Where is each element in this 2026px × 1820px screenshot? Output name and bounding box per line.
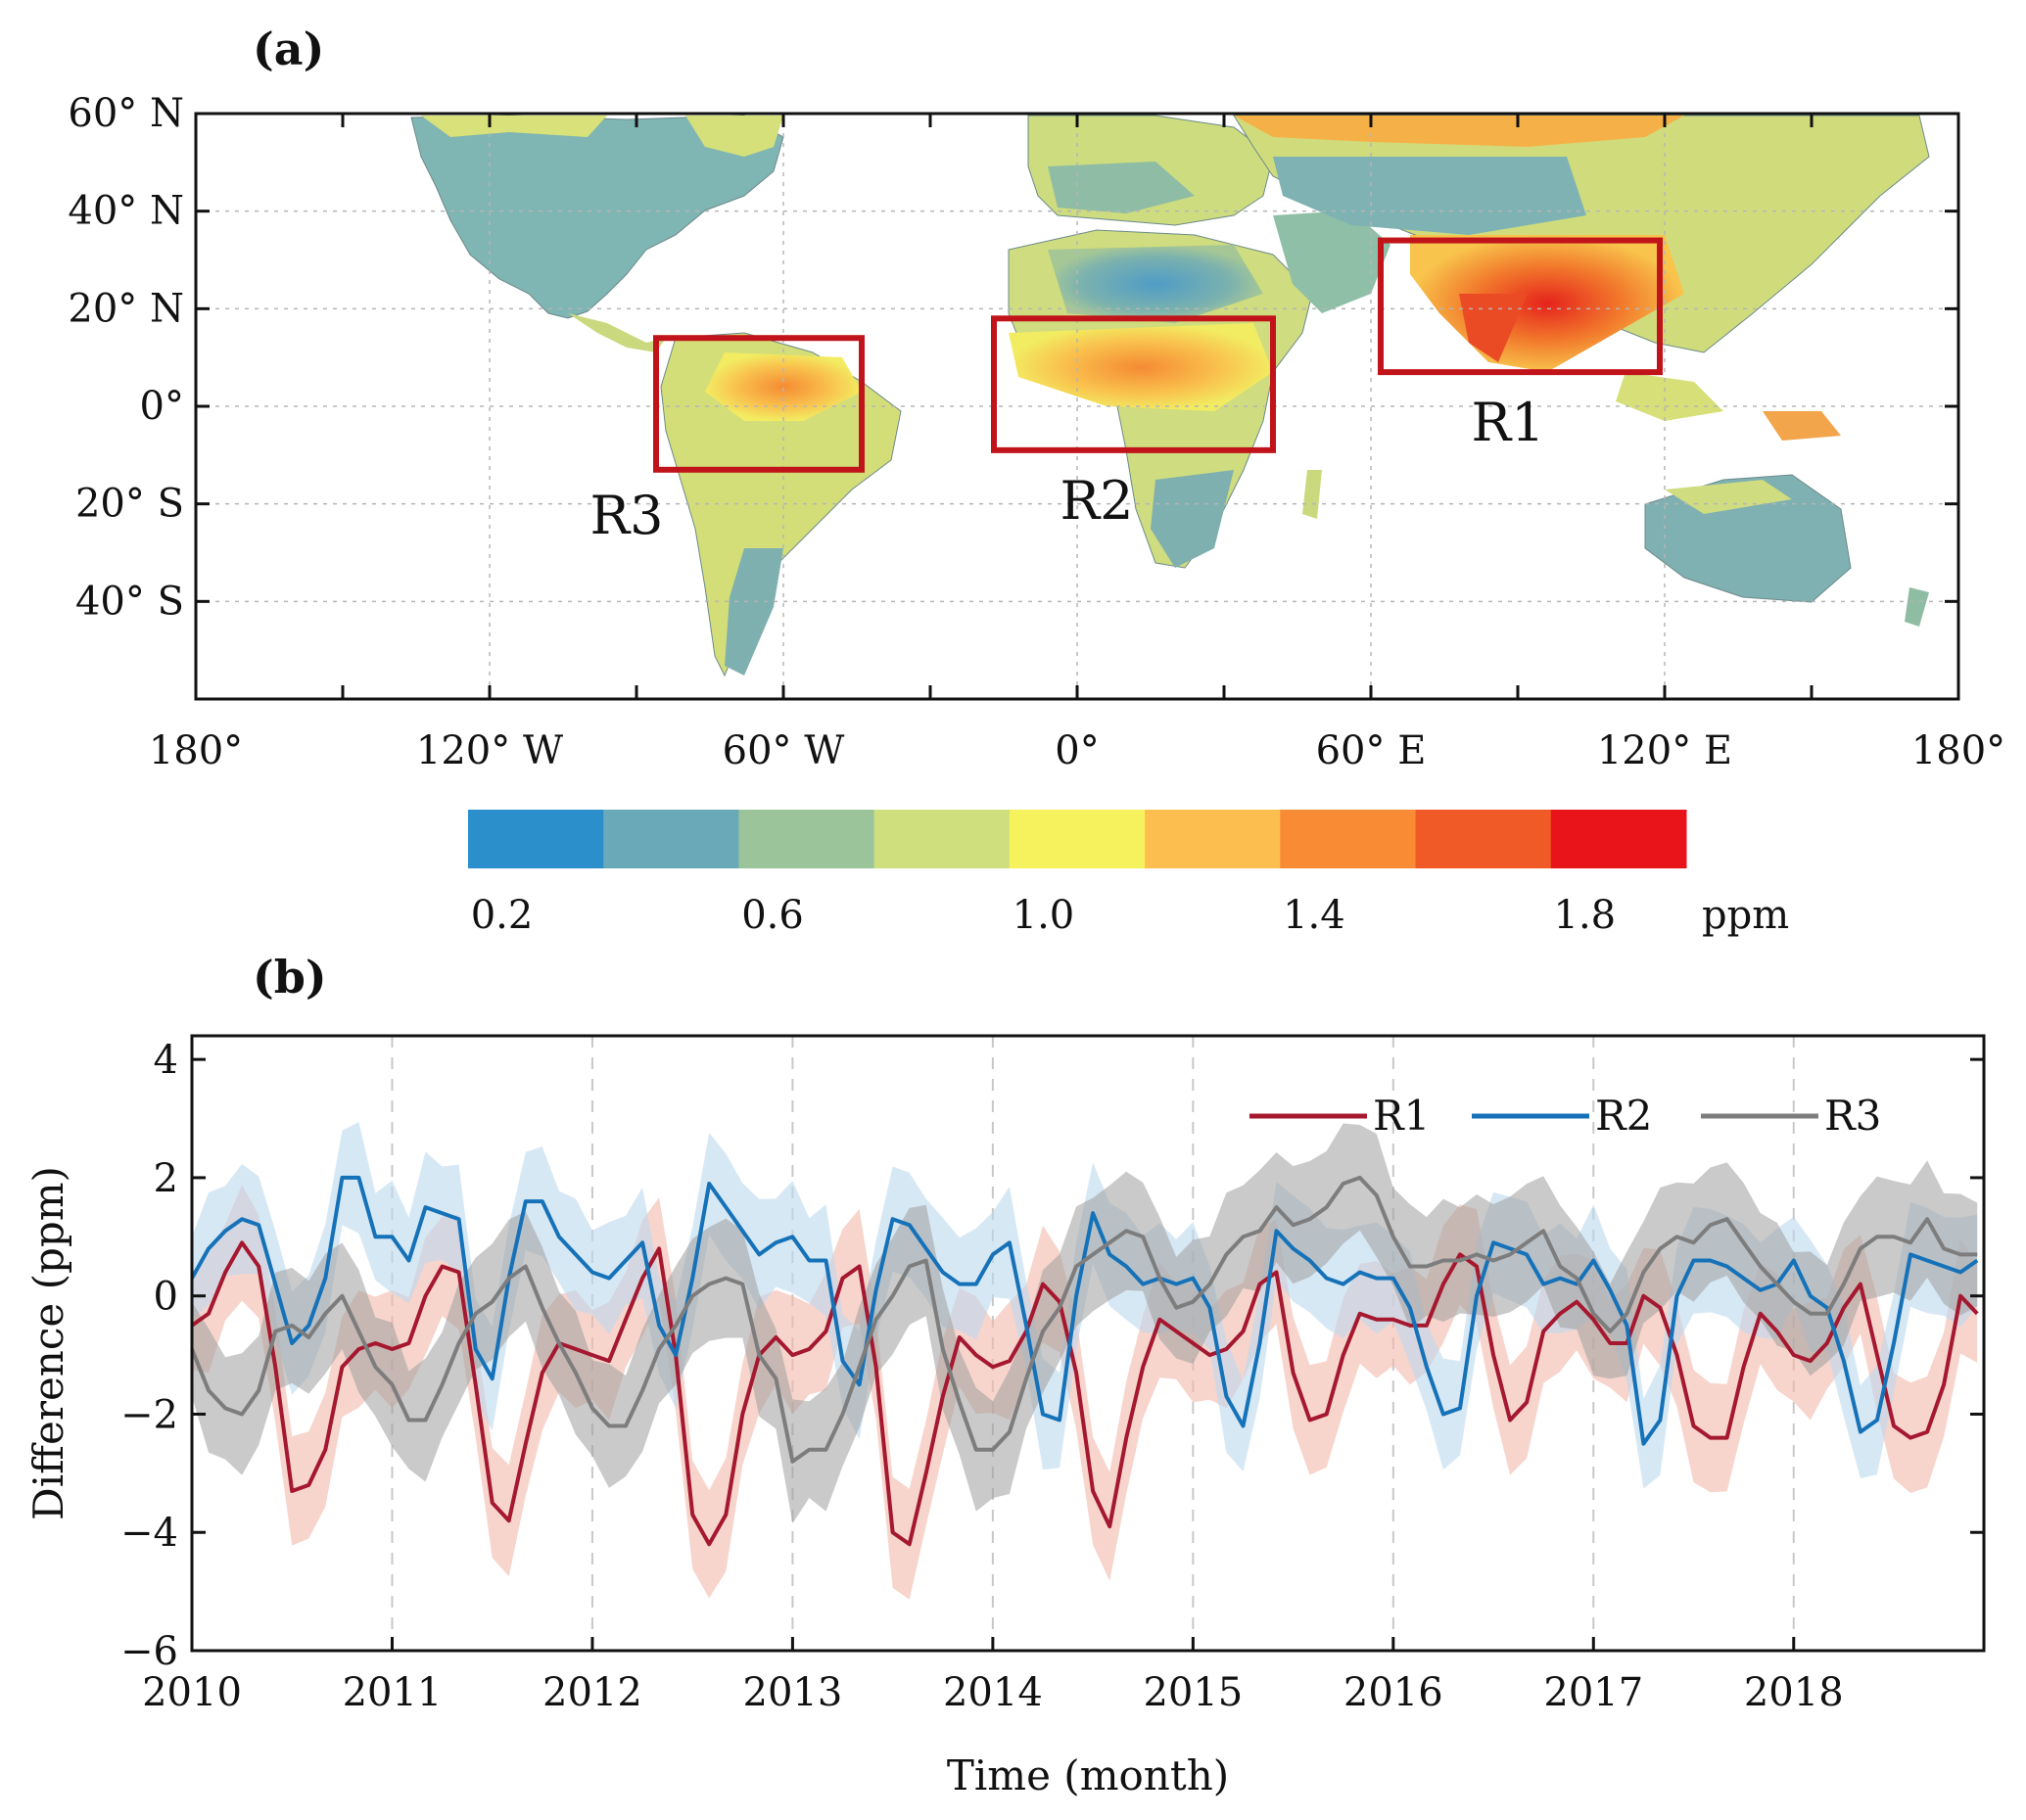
central-america-landmass [568, 313, 666, 352]
india-china-hotspot [1410, 235, 1684, 372]
amazon-hotspot [705, 352, 862, 421]
colorbar-tick-label: 1.4 [1283, 893, 1345, 938]
x-axis-title: Time (month) [947, 1751, 1229, 1799]
chart-legend: R1 R2 R3 [1249, 1092, 1881, 1140]
map-lon-tick-label: 120° E [1597, 728, 1732, 773]
colorbar-swatch [1145, 810, 1281, 868]
x-tick-label: 2016 [1343, 1670, 1443, 1715]
arctic-canada-landmass [421, 116, 607, 137]
colorbar-tick-label: 0.6 [741, 893, 804, 938]
x-tick-label: 2017 [1543, 1670, 1643, 1715]
map-lat-tick-label: 40° S [75, 579, 184, 624]
colorbar-tick-label: 1.0 [1013, 893, 1075, 938]
colorbar-swatch [738, 810, 875, 868]
map-panel: R1 R2 R3 60° N 40° N 20° N 0° 20° S 40° S 180° 12… [68, 91, 2005, 773]
region-box-r3 [653, 335, 865, 473]
legend-entry-r2: R2 [1472, 1092, 1652, 1140]
map-lon-tick-label: 120° W [416, 728, 563, 773]
patagonia-landmass [725, 548, 783, 676]
colorbar-swatch [873, 810, 1011, 868]
map-lon-tick-label: 180° [1911, 728, 2005, 773]
x-tick-label: 2013 [743, 1670, 843, 1715]
region-label-r1: R1 [1471, 392, 1544, 453]
x-tick-label: 2011 [343, 1670, 443, 1715]
map-lat-tick-label: 0° [140, 384, 184, 429]
legend-entry-r3: R3 [1701, 1092, 1881, 1140]
colorbar-swatch [468, 810, 604, 868]
x-tick-label: 2012 [542, 1670, 642, 1715]
x-tick-label: 2018 [1744, 1670, 1844, 1715]
y-tick-label: −4 [120, 1511, 178, 1556]
series-lines [190, 1175, 1979, 1547]
sahara-cool-patch [1048, 245, 1263, 323]
map-grid [196, 114, 1958, 699]
madagascar-landmass [1302, 470, 1322, 519]
map-lat-tick-label: 60° N [68, 91, 184, 136]
colorbar-tick-label: 1.8 [1554, 893, 1617, 938]
map-lat-tick-label: 20° S [75, 482, 184, 527]
colorbar-swatch [1280, 810, 1417, 868]
y-tick-label: −6 [120, 1629, 178, 1674]
region-label-r2: R2 [1060, 470, 1133, 532]
new-zealand-landmass [1905, 587, 1929, 627]
y-tick-label: 4 [154, 1038, 178, 1083]
colorbar: 0.2 0.6 1.0 1.4 1.8 [468, 810, 1687, 938]
region-label-r3: R3 [589, 485, 663, 546]
region-box-r2 [991, 315, 1276, 453]
y-axis-title: Difference (ppm) [24, 1166, 72, 1520]
siberia-warm-band [1234, 116, 1684, 147]
central-asia-cool-patch [1273, 157, 1586, 235]
x-tick-label: 2014 [943, 1670, 1043, 1715]
legend-label: R2 [1595, 1092, 1652, 1140]
australia-north-patch [1665, 480, 1792, 514]
map-lat-tick-label: 20° N [68, 286, 184, 331]
colorbar-swatch [1550, 810, 1687, 868]
colorbar-tick-label: 0.2 [471, 893, 534, 938]
panel-a-label: (a) [253, 23, 324, 75]
series-line-r1 [190, 1240, 1979, 1547]
chart-frame [190, 1034, 1986, 1653]
map-regions: R1 R2 R3 [589, 237, 1663, 546]
confidence-bands [192, 1122, 1978, 1600]
map-lat-tick-label: 40° N [68, 189, 184, 234]
europe-cool-patch [1048, 162, 1195, 213]
region-box-r1 [1378, 237, 1663, 376]
panel-b-label: (b) [253, 951, 327, 1003]
band-r3 [192, 1123, 1978, 1524]
x-tick-label: 2015 [1143, 1670, 1243, 1715]
series-line-r3 [190, 1175, 1978, 1464]
colorbar-swatch [1009, 810, 1146, 868]
legend-label: R1 [1373, 1092, 1430, 1140]
colorbar-swatch [1415, 810, 1552, 868]
y-tick-label: 2 [154, 1156, 178, 1201]
x-tick-label: 2010 [142, 1670, 242, 1715]
legend-label: R3 [1824, 1092, 1881, 1140]
greenland-landmass [685, 116, 783, 157]
southern-africa-cool-patch [1151, 470, 1234, 568]
colorbar-unit: ppm [1702, 893, 1789, 938]
map-ticks: 60° N 40° N 20° N 0° 20° S 40° S 180° 120° W 60°… [68, 91, 2005, 773]
map-lon-tick-label: 60° W [723, 728, 845, 773]
legend-entry-r1: R1 [1249, 1092, 1430, 1140]
middle-east-landmass [1273, 210, 1390, 313]
sahel-hotspot [1009, 323, 1273, 411]
southeast-asia-islands [1616, 372, 1723, 421]
india-peninsula-hotspot [1459, 294, 1528, 362]
colorbar-swatch [603, 810, 739, 868]
map-lon-tick-label: 180° [149, 728, 243, 773]
map-lon-tick-label: 60° E [1316, 728, 1427, 773]
y-tick-label: −2 [120, 1392, 178, 1437]
series-line-r2 [190, 1175, 1979, 1446]
continents [410, 115, 1930, 677]
new-guinea-landmass [1763, 411, 1841, 441]
map-lon-tick-label: 0° [1055, 728, 1099, 773]
y-tick-label: 0 [154, 1275, 178, 1320]
